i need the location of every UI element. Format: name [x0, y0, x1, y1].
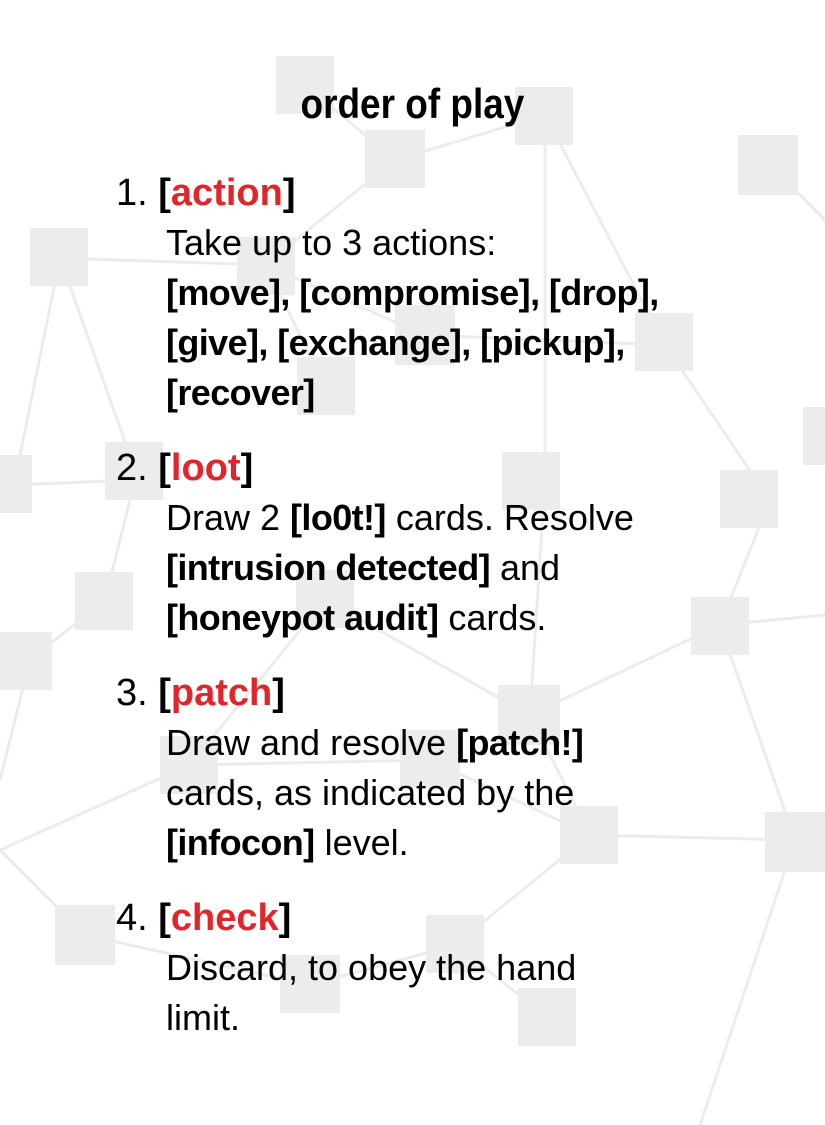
step-text-line: [move], [compromise], [drop],: [166, 272, 659, 313]
card-name: [intrusion detected]: [166, 547, 491, 588]
step-keyword: check: [170, 897, 279, 939]
network-nodes: [0, 56, 825, 1046]
step-text-line: Take up to 3 actions:: [166, 222, 497, 263]
step-heading: 4. [check]: [116, 897, 292, 939]
term-name: [infocon]: [166, 822, 315, 863]
step-text-line: Discard, to obey the hand: [166, 947, 577, 988]
card-name: [lo0t!]: [290, 497, 386, 538]
step-number: 4.: [116, 897, 148, 939]
step-heading: 2. [loot]: [116, 447, 254, 489]
card-name: [honeypot audit]: [166, 597, 439, 638]
step-text-line: [honeypot audit] cards.: [166, 597, 547, 638]
step-description: Discard, to obey the hand limit.: [166, 943, 726, 1043]
step-text-line: [recover]: [166, 372, 315, 413]
step-number: 3.: [116, 672, 148, 714]
step-text-line: Draw 2 [lo0t!] cards. Resolve: [166, 497, 634, 538]
step-number: 2.: [116, 447, 148, 489]
step-text-line: [infocon] level.: [166, 822, 409, 863]
card-name: [patch!]: [456, 722, 584, 763]
step-number: 1.: [116, 172, 148, 214]
step-keyword: patch: [170, 672, 273, 714]
step-text-line: limit.: [166, 997, 240, 1038]
step-keyword: action: [170, 172, 283, 214]
step-heading: 1. [action]: [116, 172, 296, 214]
step-text-line: cards, as indicated by the: [166, 772, 575, 813]
step-text-line: [give], [exchange], [pickup],: [166, 322, 625, 363]
step-description: Draw 2 [lo0t!] cards. Resolve [intrusion…: [166, 493, 726, 643]
step-description: Take up to 3 actions: [move], [compromis…: [166, 218, 726, 418]
step-text-line: Draw and resolve [patch!]: [166, 722, 584, 763]
step-description: Draw and resolve [patch!] cards, as indi…: [166, 718, 726, 868]
card-title: order of play: [300, 80, 525, 127]
step-keyword: loot: [170, 447, 241, 489]
step-heading: 3. [patch]: [116, 672, 285, 714]
step-text-line: [intrusion detected] and: [166, 547, 561, 588]
